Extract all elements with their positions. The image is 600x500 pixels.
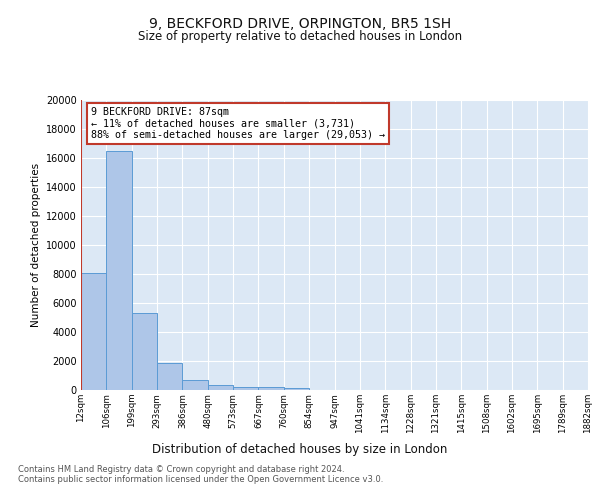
- Bar: [182, 380, 208, 390]
- Bar: [284, 388, 309, 390]
- Text: 9 BECKFORD DRIVE: 87sqm
← 11% of detached houses are smaller (3,731)
88% of semi: 9 BECKFORD DRIVE: 87sqm ← 11% of detache…: [91, 108, 385, 140]
- Text: Contains public sector information licensed under the Open Government Licence v3: Contains public sector information licen…: [18, 475, 383, 484]
- Bar: [208, 385, 233, 390]
- Text: Size of property relative to detached houses in London: Size of property relative to detached ho…: [138, 30, 462, 43]
- Bar: [233, 387, 259, 390]
- Text: Contains HM Land Registry data © Crown copyright and database right 2024.: Contains HM Land Registry data © Crown c…: [18, 465, 344, 474]
- Text: 9, BECKFORD DRIVE, ORPINGTON, BR5 1SH: 9, BECKFORD DRIVE, ORPINGTON, BR5 1SH: [149, 18, 451, 32]
- Bar: [259, 387, 284, 390]
- Y-axis label: Number of detached properties: Number of detached properties: [31, 163, 41, 327]
- Bar: [132, 313, 157, 390]
- Bar: [81, 274, 106, 390]
- Bar: [106, 151, 132, 390]
- Text: Distribution of detached houses by size in London: Distribution of detached houses by size …: [152, 442, 448, 456]
- Bar: [157, 363, 182, 390]
